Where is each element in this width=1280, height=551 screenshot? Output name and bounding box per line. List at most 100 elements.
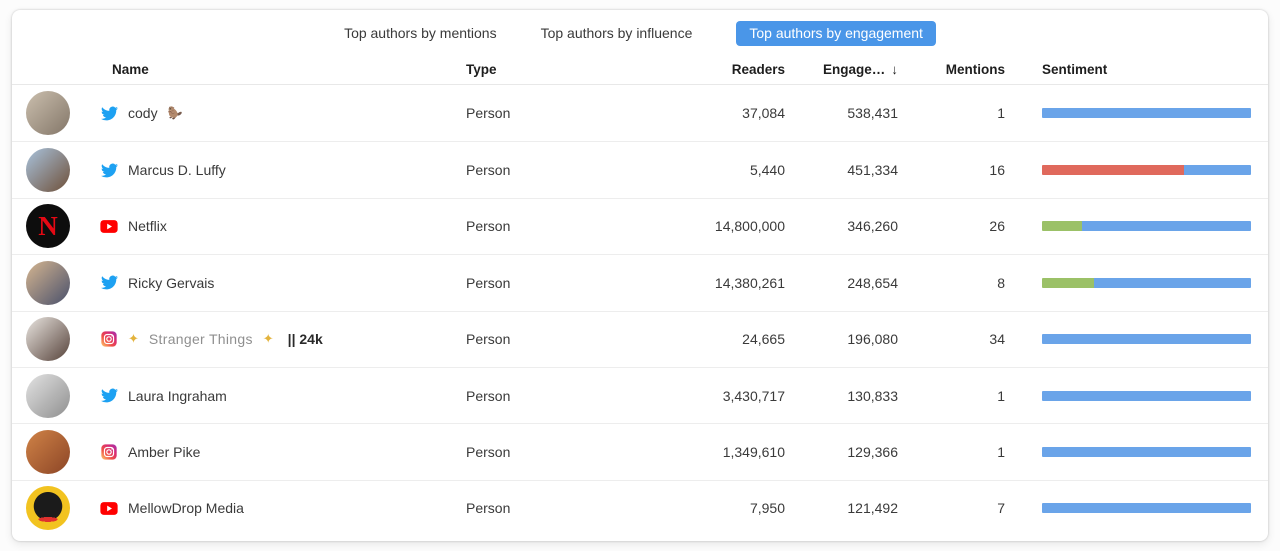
author-name: MellowDrop Media [128, 500, 244, 517]
avatar [26, 317, 70, 362]
tab-top-authors-by-engagement[interactable]: Top authors by engagement [736, 21, 936, 46]
readers-value: 1,349,610 [722, 444, 785, 461]
engagement-value: 129,366 [847, 444, 898, 461]
tab-bar: Top authors by mentions Top authors by i… [12, 10, 1268, 55]
avatar-cell [12, 317, 100, 362]
twitter-icon [100, 161, 118, 179]
engagement-value: 130,833 [847, 387, 898, 404]
engagement-value: 346,260 [847, 218, 898, 235]
engagement-value: 248,654 [847, 274, 898, 291]
sentiment-bar [1042, 277, 1251, 288]
readers-value: 24,665 [742, 331, 785, 348]
engagement-value: 538,431 [847, 105, 898, 122]
avatar-cell [12, 486, 100, 531]
mentions-value: 1 [997, 444, 1005, 461]
avatar-cell [12, 430, 100, 475]
sentiment-cell [1005, 165, 1268, 176]
sentiment-bar [1042, 108, 1251, 119]
author-name-cell: MellowDrop Media [100, 499, 466, 517]
mentions-value: 1 [997, 387, 1005, 404]
beaver-emoji: 🦫 [167, 106, 183, 121]
sentiment-bar [1042, 221, 1251, 232]
mentions-value: 8 [997, 274, 1005, 291]
table-row[interactable]: Laura Ingraham Person 3,430,717 130,833 1 [12, 366, 1268, 423]
avatar-cell [12, 260, 100, 305]
column-header-mentions[interactable]: Mentions [945, 62, 1005, 77]
avatar: N [26, 204, 70, 249]
author-name: Stranger Things [148, 331, 253, 348]
column-header-readers[interactable]: Readers [731, 62, 785, 77]
author-name-suffix: || 24k [287, 331, 323, 348]
author-name-cell: Netflix [100, 217, 466, 235]
sentiment-segment-positive [1042, 277, 1095, 288]
column-header-name[interactable]: Name [112, 62, 149, 77]
author-name-cell: Ricky Gervais [100, 274, 466, 292]
sentiment-cell [1005, 277, 1268, 288]
sentiment-cell [1005, 221, 1268, 232]
author-name: cody [128, 105, 158, 122]
author-name-cell: Laura Ingraham [100, 387, 466, 405]
column-header-sentiment[interactable]: Sentiment [1042, 62, 1108, 77]
readers-value: 5,440 [749, 162, 785, 179]
author-type: Person [466, 387, 511, 404]
table-row[interactable]: ✦ Stranger Things ✦ || 24k Person 24,665 196,0… [12, 310, 1268, 367]
netflix-logo: N [38, 210, 58, 241]
sentiment-cell [1005, 108, 1268, 119]
twitter-icon [100, 274, 118, 292]
column-header-engagement-label: Engage… [822, 62, 886, 77]
sentiment-segment-neutral [1042, 390, 1251, 401]
mentions-value: 1 [997, 105, 1005, 122]
table-row[interactable]: Ricky Gervais Person 14,380,261 248,654 8 [12, 254, 1268, 310]
table-header: Name Type Readers Engage… ↓ Mentions Sent… [12, 55, 1268, 85]
sentiment-segment-negative [1042, 165, 1185, 176]
tab-top-authors-by-mentions[interactable]: Top authors by mentions [344, 25, 497, 41]
avatar-cell [12, 148, 100, 193]
avatar-cell: N [12, 204, 100, 249]
column-header-type[interactable]: Type [466, 62, 497, 77]
column-header-engagement[interactable]: Engage… ↓ [785, 62, 898, 77]
tab-top-authors-by-influence[interactable]: Top authors by influence [540, 25, 693, 41]
sort-desc-icon: ↓ [891, 62, 898, 77]
avatar-cell [12, 373, 100, 418]
mentions-value: 7 [997, 500, 1005, 517]
twitter-icon [100, 387, 118, 405]
sentiment-segment-neutral [1042, 447, 1251, 458]
author-name: Netflix [128, 218, 167, 235]
sentiment-segment-neutral [1184, 165, 1251, 176]
table-row[interactable]: N Netflix Person 14,800,000 346,260 26 [12, 197, 1268, 254]
author-table-body: cody 🦫 Person 37,084 538,431 1 Marcus D. Luffy… [12, 85, 1268, 536]
sentiment-cell [1005, 334, 1268, 345]
sentiment-segment-neutral [1094, 277, 1251, 288]
table-row[interactable]: MellowDrop Media Person 7,950 121,492 7 [12, 479, 1268, 536]
sentiment-bar [1042, 447, 1251, 458]
author-name: Laura Ingraham [128, 387, 227, 404]
sentiment-segment-neutral [1081, 221, 1251, 232]
table-row[interactable]: Amber Pike Person 1,349,610 129,366 1 [12, 423, 1268, 479]
table-row[interactable]: cody 🦫 Person 37,084 538,431 1 [12, 85, 1268, 141]
youtube-icon [100, 217, 118, 235]
table-row[interactable]: Marcus D. Luffy Person 5,440 451,334 16 [12, 141, 1268, 197]
readers-value: 7,950 [749, 500, 785, 517]
mentions-value: 26 [989, 218, 1005, 235]
mentions-value: 16 [989, 162, 1005, 179]
author-type: Person [466, 162, 511, 179]
youtube-icon [100, 499, 118, 517]
avatar-cell [12, 91, 100, 136]
sparkle-icon: ✦ [262, 331, 274, 347]
author-name-cell: Amber Pike [100, 443, 466, 461]
sentiment-bar [1042, 503, 1251, 514]
avatar [26, 148, 70, 193]
author-type: Person [466, 331, 511, 348]
sparkle-icon: ✦ [128, 331, 139, 347]
engagement-value: 121,492 [847, 500, 898, 517]
author-name-cell: Marcus D. Luffy [100, 161, 466, 179]
avatar [26, 373, 70, 418]
avatar [26, 430, 70, 475]
author-type: Person [466, 500, 511, 517]
sentiment-bar [1042, 334, 1251, 345]
sentiment-cell [1005, 390, 1268, 401]
sentiment-cell [1005, 447, 1268, 458]
sentiment-segment-neutral [1042, 503, 1251, 514]
sentiment-cell [1005, 503, 1268, 514]
readers-value: 14,380,261 [714, 274, 785, 291]
